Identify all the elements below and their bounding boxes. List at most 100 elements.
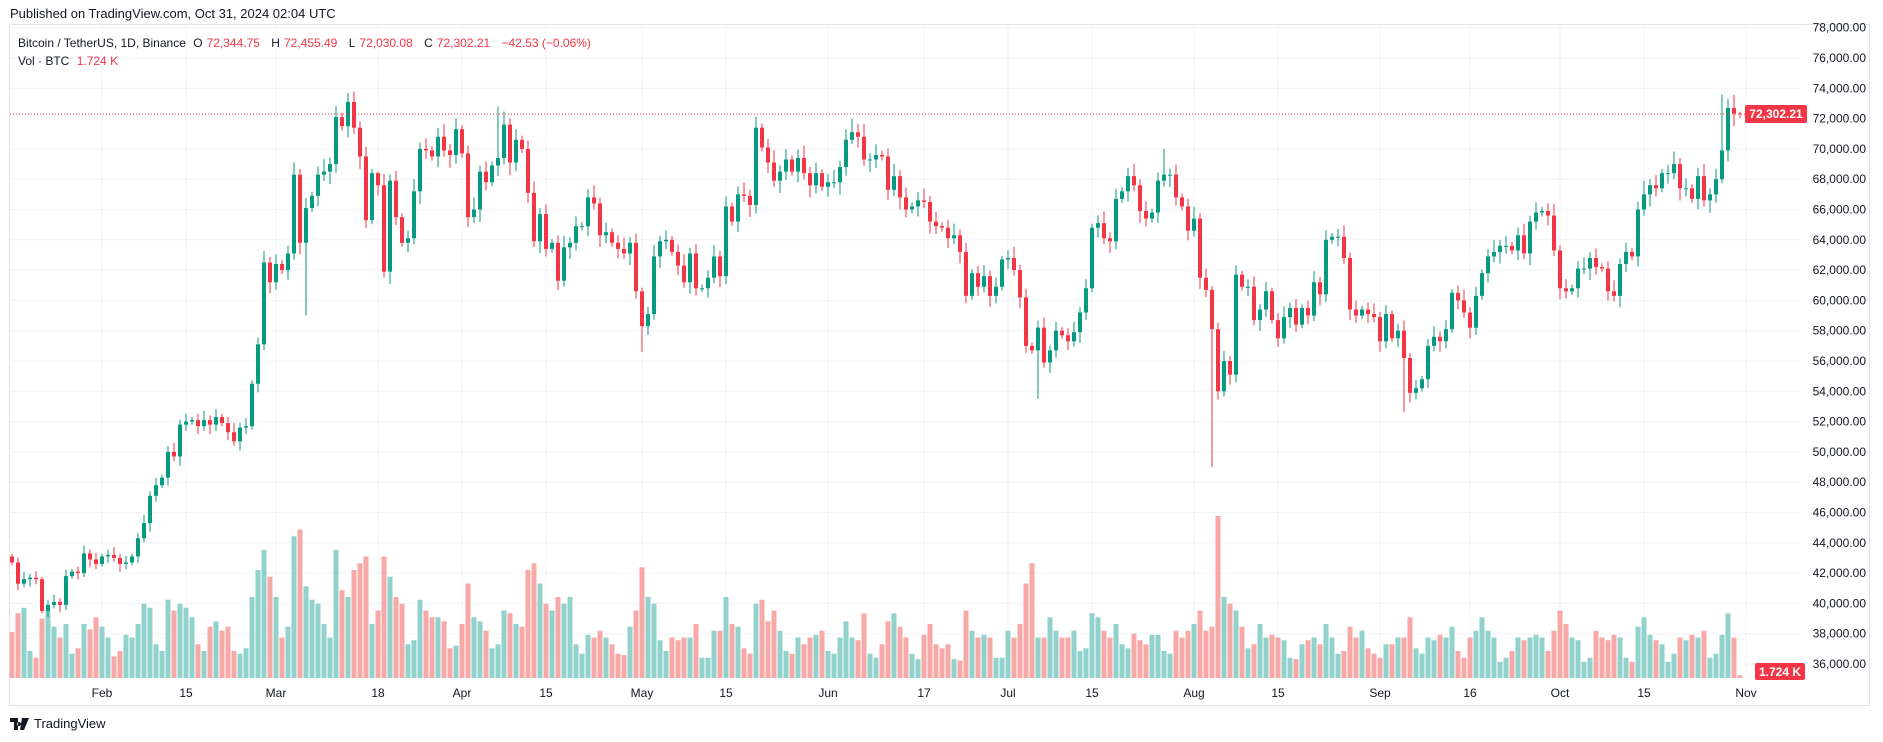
candle-body — [298, 174, 302, 243]
time-tick-label: Jun — [818, 686, 837, 700]
volume-bar — [1203, 630, 1209, 678]
time-axis: Feb 15 Mar 18 Apr 15 May 15 Jun 17 Jul 15 Aug 15 Sep 16… — [92, 686, 1757, 700]
volume-bar — [1299, 644, 1305, 678]
volume-legend-label[interactable]: Vol · BTC — [18, 54, 70, 68]
candle — [118, 554, 122, 572]
candle — [346, 93, 350, 138]
price-tick-label: 42,000.00 — [1813, 566, 1867, 580]
volume-bar — [1407, 617, 1413, 678]
volume-bar — [981, 634, 987, 678]
candle-body — [802, 157, 806, 174]
volume-bar — [1185, 630, 1191, 678]
volume-bar — [165, 599, 171, 678]
volume-bar — [399, 603, 405, 678]
candle — [334, 106, 338, 173]
volume-bar — [1677, 637, 1683, 678]
time-tick-label: 15 — [719, 686, 733, 700]
volume-bar — [771, 610, 777, 678]
volume-bar — [1665, 661, 1671, 678]
volume-bar — [849, 637, 855, 678]
candle-body — [592, 197, 596, 204]
candle — [820, 169, 824, 191]
candle — [814, 162, 818, 194]
candle — [1234, 265, 1238, 383]
volume-bar — [1509, 651, 1515, 678]
candle — [202, 410, 206, 431]
volume-bar — [525, 570, 531, 678]
grid-lines — [10, 25, 1800, 680]
candle — [460, 124, 464, 158]
volume-bar — [891, 613, 897, 678]
candle-body — [1024, 297, 1028, 346]
candle-body — [1672, 164, 1676, 174]
candle-body — [1294, 307, 1298, 325]
candle-body — [202, 420, 206, 427]
candle-body — [538, 214, 542, 242]
candle-body — [880, 154, 884, 157]
candle-body — [1456, 292, 1460, 301]
candle — [520, 135, 524, 154]
volume-bar — [45, 610, 51, 678]
candle — [166, 445, 170, 486]
price-tick-label: 60,000.00 — [1813, 293, 1867, 307]
candle-body — [712, 256, 716, 278]
candle — [1522, 223, 1526, 260]
candle-body — [1594, 257, 1598, 268]
candle — [1168, 168, 1172, 188]
volume-bar — [357, 563, 363, 678]
candle — [376, 171, 380, 196]
candle-body — [1612, 291, 1616, 296]
candle-body — [940, 226, 944, 228]
volume-bar — [1137, 640, 1143, 678]
candle — [1738, 111, 1742, 119]
volume-bar — [1443, 637, 1449, 678]
candle — [448, 144, 452, 168]
candle — [22, 571, 26, 588]
candle-body — [148, 495, 152, 524]
candle-body — [1582, 268, 1586, 270]
candle — [580, 222, 584, 231]
volume-bar — [75, 648, 81, 678]
volume-bar — [1503, 657, 1509, 678]
candle — [652, 245, 656, 320]
candle-body — [1126, 176, 1130, 192]
candle — [1606, 261, 1610, 301]
candle-body — [352, 101, 356, 128]
volume-bar — [1059, 637, 1065, 678]
volume-bar — [1569, 637, 1575, 678]
candle-body — [208, 420, 212, 425]
volume-bar — [375, 610, 381, 678]
volume-bar — [1737, 675, 1743, 678]
volume-bar — [63, 624, 69, 678]
tradingview-logo[interactable]: TradingView — [10, 716, 106, 731]
candle — [754, 116, 758, 214]
symbol-title[interactable]: Bitcoin / TetherUS, 1D, Binance — [18, 36, 186, 50]
volume-bar — [1335, 653, 1341, 678]
candle — [1732, 94, 1736, 127]
candle — [412, 179, 416, 245]
volume-bar — [1221, 597, 1227, 678]
candle — [1306, 300, 1310, 325]
time-tick-label: 17 — [917, 686, 931, 700]
candle-body — [868, 159, 872, 161]
volume-bar — [1053, 630, 1059, 678]
candle-body — [604, 232, 608, 236]
volume-bar — [1329, 637, 1335, 678]
volume-bar — [1371, 653, 1377, 678]
candle — [646, 306, 650, 336]
candle-body — [124, 562, 128, 565]
candle — [610, 228, 614, 247]
volume-bar — [843, 621, 849, 678]
volume-bar — [1491, 637, 1497, 678]
candle-body — [1630, 251, 1634, 257]
volume-bar — [807, 637, 813, 678]
volume-bar — [387, 576, 393, 678]
candle — [568, 237, 572, 259]
volume-bar — [1437, 634, 1443, 678]
volume-bar — [675, 640, 681, 678]
candle — [40, 576, 44, 614]
candle — [76, 566, 80, 580]
candle-body — [1438, 336, 1442, 342]
candle — [292, 162, 296, 260]
